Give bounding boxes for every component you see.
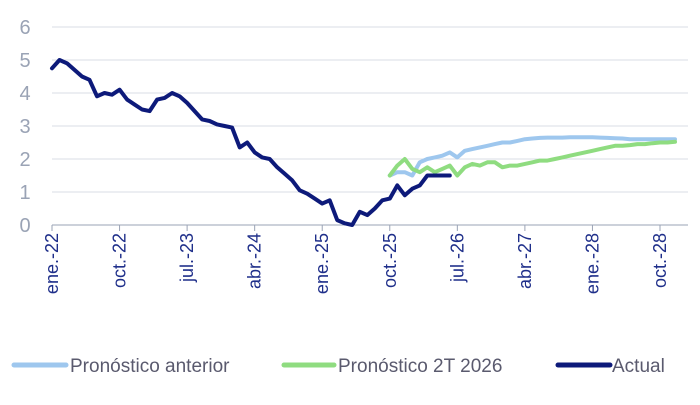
x-tick-label: oct.-28: [650, 233, 670, 288]
legend-label: Pronóstico anterior: [70, 356, 230, 377]
series-line-actual: [50, 58, 452, 227]
x-tick-label: abr.-27: [515, 233, 535, 289]
grid: [52, 26, 688, 193]
x-tick-label: oct.-25: [380, 233, 400, 288]
x-axis: ene.-22 oct.-22 jul.-23 abr.-24 ene.-25 oct.-…: [42, 224, 688, 294]
legend: Pronóstico anterior Pronóstico 2T 2026 Act…: [11, 356, 665, 377]
y-tick-label: 6: [19, 17, 30, 39]
x-tick-label: ene.-28: [582, 233, 602, 294]
y-tick-label: 5: [19, 50, 30, 72]
x-tick-label: ene.-25: [312, 233, 332, 294]
series-line-pronostico-2t-2026: [387, 139, 677, 178]
y-tick-label: 4: [19, 83, 30, 105]
series-lines: [50, 58, 677, 227]
legend-label: Pronóstico 2T 2026: [338, 356, 502, 377]
y-axis-tick-labels: 0 1 2 3 4 5 6: [19, 17, 30, 237]
y-tick-label: 1: [19, 182, 30, 204]
legend-label: Actual: [612, 356, 665, 377]
x-tick-label: oct.-22: [110, 233, 130, 288]
x-tick-label: jul.-23: [177, 233, 197, 283]
y-tick-label: 0: [19, 215, 30, 237]
x-tick-label: ene.-22: [42, 233, 62, 294]
x-tick-label: jul.-26: [447, 233, 467, 283]
series-line-pronostico-anterior: [387, 135, 677, 178]
x-tick-label: abr.-24: [245, 233, 265, 289]
y-tick-label: 3: [19, 116, 30, 138]
y-tick-label: 2: [19, 149, 30, 171]
